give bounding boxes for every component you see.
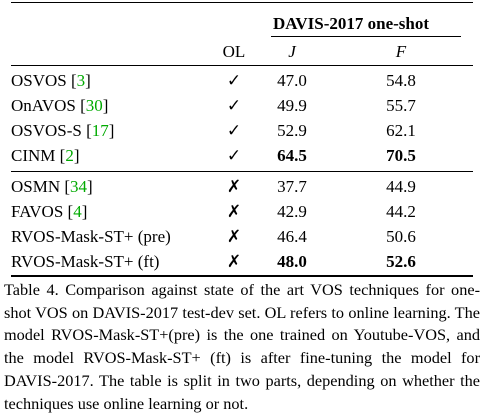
method-name: CINM [2] (11, 146, 80, 165)
checkmark-icon: ✓ (226, 121, 242, 140)
j-score: 64.5 (277, 146, 307, 165)
j-score: 42.9 (277, 202, 307, 221)
j-score: 48.0 (277, 252, 307, 271)
citation-link[interactable]: 3 (76, 71, 86, 90)
f-score: 70.5 (386, 146, 416, 165)
f-score: 55.7 (386, 96, 416, 115)
method-label: FAVOS (11, 202, 64, 221)
group-divider-rule (11, 171, 473, 172)
checkmark-icon: ✓ (226, 71, 242, 90)
header-rule (11, 65, 473, 66)
j-score: 47.0 (277, 71, 307, 90)
dataset-header-underline (271, 36, 461, 37)
f-score: 44.9 (386, 177, 416, 196)
top-rule (11, 2, 473, 3)
f-score: 54.8 (386, 71, 416, 90)
col-header-ol: OL (222, 42, 246, 61)
checkmark-icon: ✓ (226, 146, 242, 165)
dataset-header: DAVIS-2017 one-shot (273, 14, 430, 33)
method-name: RVOS-Mask-ST+ (pre) (11, 227, 171, 247)
col-header-j: J (288, 42, 296, 61)
method-label: RVOS-Mask-ST+ (pre) (11, 227, 171, 246)
method-name: FAVOS [4] (11, 202, 88, 221)
citation-link[interactable]: 17 (91, 121, 109, 140)
bottom-rule (11, 275, 473, 277)
f-score: 52.6 (386, 252, 416, 271)
j-score: 37.7 (277, 177, 307, 196)
j-score: 49.9 (277, 96, 307, 115)
cross-icon: ✗ (226, 202, 242, 221)
cross-icon: ✗ (226, 177, 242, 196)
cross-icon: ✗ (226, 252, 242, 271)
citation-link[interactable]: 30 (85, 96, 103, 115)
f-score: 44.2 (386, 202, 416, 221)
f-score: 50.6 (386, 227, 416, 246)
citation-link[interactable]: 2 (65, 146, 74, 165)
j-score: 52.9 (277, 121, 307, 140)
method-name: RVOS-Mask-ST+ (ft) (11, 252, 159, 272)
method-name: OnAVOS [30] (11, 96, 109, 115)
citation-link[interactable]: 34 (70, 177, 88, 196)
j-score: 46.4 (277, 227, 307, 246)
method-label: RVOS-Mask-ST+ (ft) (11, 252, 160, 271)
cross-icon: ✗ (226, 227, 242, 246)
method-name: OSMN [34] (11, 177, 93, 196)
citation-link[interactable]: 4 (73, 202, 82, 221)
method-label: CINM (11, 146, 56, 165)
method-label: OSMN (11, 177, 61, 196)
method-name: OSVOS [3] (11, 71, 91, 90)
method-name: OSVOS-S [17] (11, 121, 115, 140)
table-caption: Table 4. Comparison against state of the… (4, 280, 480, 413)
f-score: 62.1 (386, 121, 416, 140)
method-label: OnAVOS (11, 96, 76, 115)
col-header-f: F (395, 42, 407, 61)
method-label: OSVOS (11, 71, 67, 90)
method-label: OSVOS-S (11, 121, 82, 140)
checkmark-icon: ✓ (226, 96, 242, 115)
